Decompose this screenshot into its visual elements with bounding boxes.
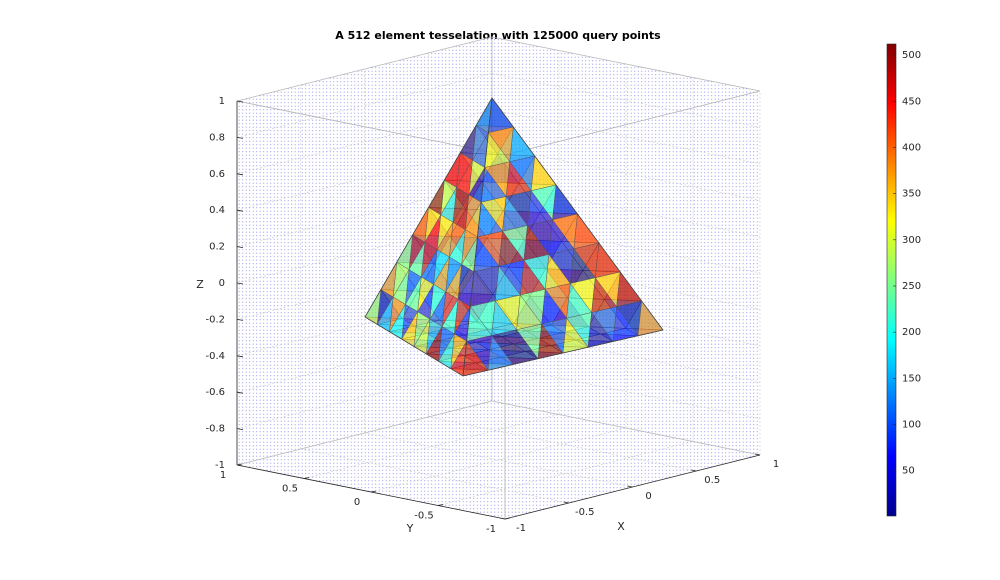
z-tick-label: 0.6 bbox=[209, 169, 225, 180]
z-tick-label: -0.6 bbox=[205, 387, 225, 398]
axis-line bbox=[236, 464, 506, 520]
box-edge bbox=[236, 36, 493, 102]
z-tick-label: 0.8 bbox=[209, 132, 225, 143]
y-tick-label: 0 bbox=[354, 497, 360, 508]
box-edge bbox=[504, 90, 761, 156]
z-tick bbox=[236, 246, 244, 248]
z-tick bbox=[236, 428, 244, 430]
z-tick bbox=[236, 282, 244, 285]
x-tick-label: 0.5 bbox=[704, 475, 720, 486]
colorbar-tick-label: 450 bbox=[902, 96, 921, 107]
z-axis-label: Z bbox=[196, 278, 204, 291]
z-tick bbox=[236, 137, 244, 139]
y-tick-label: 1 bbox=[220, 470, 226, 481]
chart-title: A 512 element tesselation with 125000 qu… bbox=[335, 29, 661, 42]
y-axis-label: Y bbox=[406, 522, 414, 535]
outline bbox=[462, 97, 493, 377]
z-tick-label: 0.4 bbox=[209, 205, 225, 216]
grid-line bbox=[491, 145, 761, 201]
z-tick-label: 1 bbox=[219, 96, 225, 107]
grid-line bbox=[491, 73, 761, 128]
y-tick-label: 0.5 bbox=[282, 484, 298, 495]
z-tick-label: 0.2 bbox=[209, 242, 225, 253]
z-tick bbox=[236, 173, 244, 176]
colorbar-tick-label: 400 bbox=[902, 142, 921, 153]
grid-line bbox=[491, 109, 761, 165]
x-tick-label: 0 bbox=[645, 491, 651, 502]
tessellation bbox=[364, 97, 664, 377]
x-tick-label: 1 bbox=[773, 459, 779, 470]
colorbar-tick-label: 500 bbox=[902, 50, 921, 61]
colorbar-tick-label: 100 bbox=[902, 420, 921, 431]
z-tick bbox=[236, 319, 244, 321]
x-axis-label: X bbox=[617, 520, 625, 533]
z-tick-label: -1 bbox=[215, 460, 225, 471]
colorbar-tick-label: 50 bbox=[902, 466, 915, 477]
y-tick-label: -0.5 bbox=[414, 511, 434, 522]
z-tick-label: 0 bbox=[219, 278, 225, 289]
colorbar-tick-label: 250 bbox=[902, 281, 921, 292]
box-edge bbox=[236, 100, 506, 156]
colorbar-tick-label: 150 bbox=[902, 373, 921, 384]
z-tick-label: -0.8 bbox=[205, 424, 225, 435]
grid-line bbox=[491, 36, 761, 92]
colorbar bbox=[886, 43, 897, 517]
z-tick-label: -0.2 bbox=[205, 314, 225, 325]
axis-line bbox=[504, 454, 761, 520]
colorbar-tick-label: 350 bbox=[902, 189, 921, 200]
z-tick bbox=[236, 209, 244, 212]
z-tick bbox=[236, 391, 244, 394]
x-tick-label: -0.5 bbox=[575, 507, 595, 518]
y-tick-label: -1 bbox=[486, 524, 496, 535]
z-tick bbox=[236, 100, 244, 103]
colorbar-tick-label: 200 bbox=[902, 327, 921, 338]
z-tick-label: -0.4 bbox=[205, 351, 225, 362]
colorbar-tick-label: 300 bbox=[902, 235, 921, 246]
grid-line bbox=[364, 432, 633, 488]
z-tick bbox=[236, 355, 244, 358]
x-tick-label: -1 bbox=[516, 523, 526, 534]
